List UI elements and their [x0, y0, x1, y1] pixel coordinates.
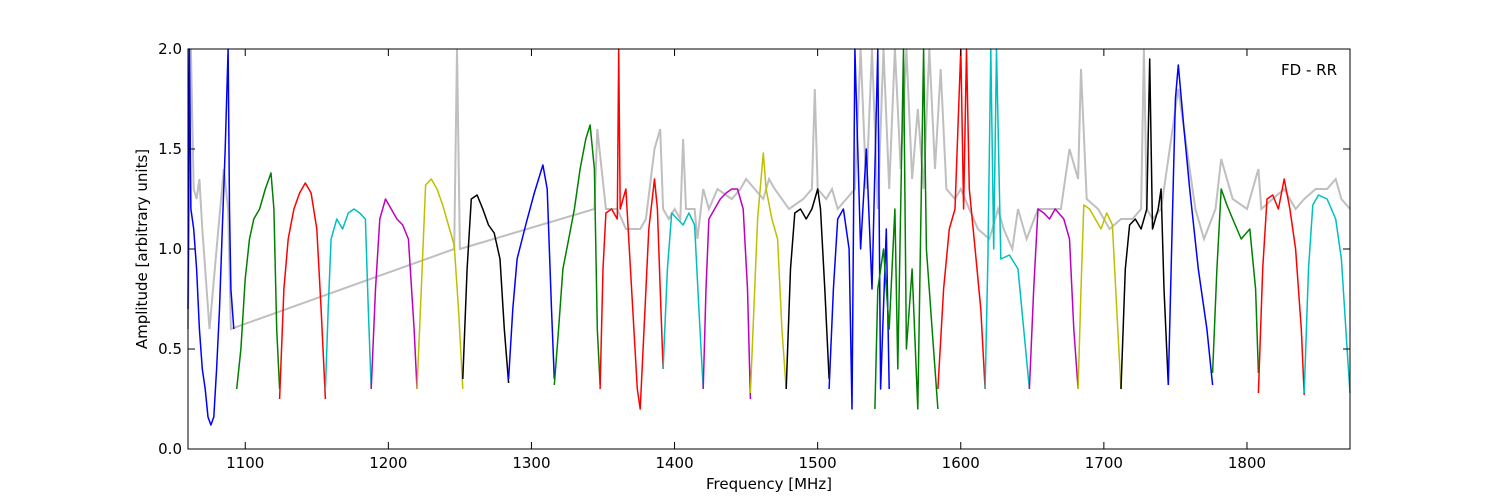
x-tick-label-1200: 1200 — [369, 454, 407, 472]
y-axis-label: Amplitude [arbitrary units] — [133, 149, 151, 349]
series-line-22 — [1167, 64, 1214, 386]
series-line-9 — [553, 124, 601, 386]
y-tick-label-0.0: 0.0 — [158, 440, 182, 458]
panel-annotation: FD - RR — [1281, 61, 1337, 79]
series-line-4 — [324, 208, 372, 390]
series-line-20 — [1077, 204, 1122, 390]
series-line-6 — [416, 178, 464, 390]
series-line-7 — [462, 194, 510, 384]
series-line-10 — [599, 48, 664, 410]
x-tick-label-1300: 1300 — [512, 454, 550, 472]
series-line-24 — [1257, 178, 1305, 396]
x-tick-label-1500: 1500 — [799, 454, 837, 472]
y-tick-label-1.0: 1.0 — [158, 240, 182, 258]
y-tick-label-2.0: 2.0 — [158, 40, 182, 58]
series-line-2 — [235, 172, 281, 390]
series-line-5 — [370, 198, 418, 390]
series-line-3 — [278, 182, 327, 400]
x-tick-label-1100: 1100 — [226, 454, 264, 472]
series-line-1 — [187, 48, 235, 426]
series-line-14 — [785, 188, 830, 390]
y-axis-ticks: 0.0 0.5 1.0 1.5 2.0 — [158, 40, 1350, 458]
x-tick-label-1800: 1800 — [1228, 454, 1266, 472]
series-line-19 — [1028, 208, 1079, 390]
series-layer — [187, 48, 1351, 426]
x-tick-label-1700: 1700 — [1085, 454, 1123, 472]
series-line-11 — [662, 212, 704, 390]
series-line-23 — [1211, 188, 1260, 374]
y-tick-label-1.5: 1.5 — [158, 140, 182, 158]
y-tick-label-0.5: 0.5 — [158, 340, 182, 358]
series-line-15 — [828, 48, 890, 410]
series-line-21 — [1120, 58, 1170, 390]
series-line-8 — [507, 164, 556, 380]
x-tick-label-1400: 1400 — [655, 454, 693, 472]
series-line-13 — [749, 152, 787, 394]
series-line-12 — [702, 188, 752, 400]
x-tick-label-1600: 1600 — [942, 454, 980, 472]
x-axis-label: Frequency [MHz] — [706, 475, 832, 493]
series-line-16 — [874, 48, 939, 410]
series-line-25 — [1303, 194, 1351, 394]
x-axis-ticks: 1100 1200 1300 1400 1500 1600 1700 1800 — [226, 49, 1266, 472]
series-line-17 — [937, 48, 986, 390]
series-line-18 — [984, 48, 1031, 390]
